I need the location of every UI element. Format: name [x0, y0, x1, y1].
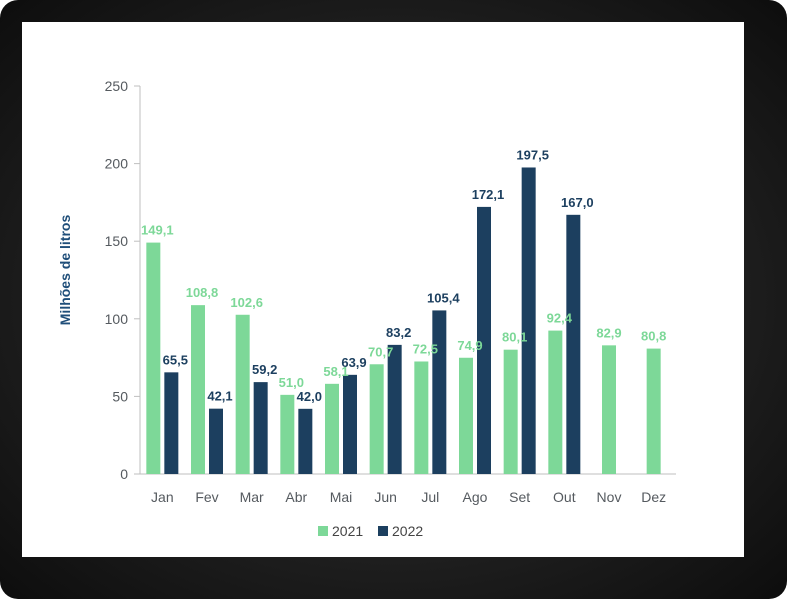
data-label-2021: 70,7 — [368, 344, 393, 359]
legend-label-2021: 2021 — [332, 523, 363, 539]
x-tick-label: Jul — [421, 489, 439, 505]
x-tick-label: Nov — [597, 489, 622, 505]
bar-2021 — [191, 305, 205, 474]
data-label-2022: 105,4 — [427, 290, 460, 305]
y-tick-label: 250 — [105, 78, 129, 94]
x-tick-label: Jan — [151, 489, 174, 505]
bar-2022 — [477, 206, 491, 474]
y-tick-label: 0 — [120, 466, 128, 482]
data-label-2021: 108,8 — [186, 285, 219, 300]
x-tick-label: Dez — [641, 489, 666, 505]
data-label-2022: 83,2 — [386, 325, 411, 340]
bar-2022 — [566, 214, 581, 475]
bar-2021 — [503, 349, 518, 474]
bar-2021 — [548, 330, 563, 474]
bar-2022 — [164, 372, 179, 474]
x-tick-label: Jun — [374, 489, 397, 505]
bar-2022 — [253, 382, 268, 474]
data-label-2021: 72,5 — [413, 341, 438, 356]
data-label-2022: 63,9 — [341, 355, 366, 370]
legend: 2021 2022 — [318, 523, 423, 539]
data-label-2021: 80,1 — [502, 330, 527, 345]
data-label-2022: 59,2 — [252, 362, 277, 377]
bar-2022 — [343, 374, 357, 474]
x-tick-label: Mar — [240, 489, 264, 505]
y-axis-label: Milhões de litros — [57, 215, 73, 326]
data-label-2021: 92,4 — [547, 311, 573, 326]
bar-2021 — [146, 242, 161, 474]
data-label-2021: 102,6 — [230, 295, 263, 310]
x-tick-label: Set — [509, 489, 530, 505]
bar-2022 — [298, 408, 313, 474]
y-tick-label: 150 — [105, 233, 129, 249]
y-tick-label: 50 — [112, 388, 128, 404]
data-label-2021: 149,1 — [141, 223, 174, 238]
data-label-2021: 58,1 — [323, 364, 348, 379]
bar-2022 — [387, 344, 402, 474]
x-tick-label: Abr — [285, 489, 307, 505]
x-axis: Jan Fev Mar Abr Mai Jun Jul Ago Set Out Nov Dez — [140, 473, 676, 505]
bar-2021 — [280, 394, 295, 474]
bar-2022 — [209, 408, 223, 474]
bar-2021 — [646, 348, 661, 474]
bar-2021 — [325, 383, 339, 474]
bar-2021 — [459, 357, 473, 474]
data-label-2021: 51,0 — [279, 375, 304, 390]
y-axis: 0 50 100 150 200 250 — [105, 78, 141, 482]
data-label-2022: 167,0 — [561, 195, 594, 210]
data-labels: 149,1 65,5 108,8 42,1 102,6 59,251,042,058,16… — [141, 147, 666, 403]
bar-2021 — [414, 361, 429, 474]
bar-2022 — [432, 310, 447, 474]
legend-label-2022: 2022 — [392, 523, 423, 539]
bar-2021 — [235, 314, 250, 474]
data-label-2021: 80,8 — [641, 329, 666, 344]
legend-swatch-2021 — [318, 526, 328, 536]
data-label-2022: 42,1 — [207, 389, 232, 404]
x-tick-label: Ago — [463, 489, 488, 505]
data-label-2022: 42,0 — [297, 389, 322, 404]
bars — [146, 167, 661, 475]
bar-2021 — [369, 364, 384, 474]
y-tick-label: 100 — [105, 311, 129, 327]
x-tick-label: Out — [553, 489, 576, 505]
legend-swatch-2022 — [378, 526, 388, 536]
x-tick-label: Mai — [330, 489, 353, 505]
bar-2022 — [521, 167, 536, 475]
data-label-2021: 82,9 — [596, 325, 621, 340]
data-label-2022: 65,5 — [163, 352, 188, 367]
y-tick-label: 200 — [105, 156, 129, 172]
bar-2021 — [602, 345, 616, 474]
data-label-2021: 74,9 — [457, 338, 482, 353]
x-tick-label: Fev — [195, 489, 218, 505]
data-label-2022: 172,1 — [472, 187, 505, 202]
data-label-2022: 197,5 — [516, 147, 549, 162]
